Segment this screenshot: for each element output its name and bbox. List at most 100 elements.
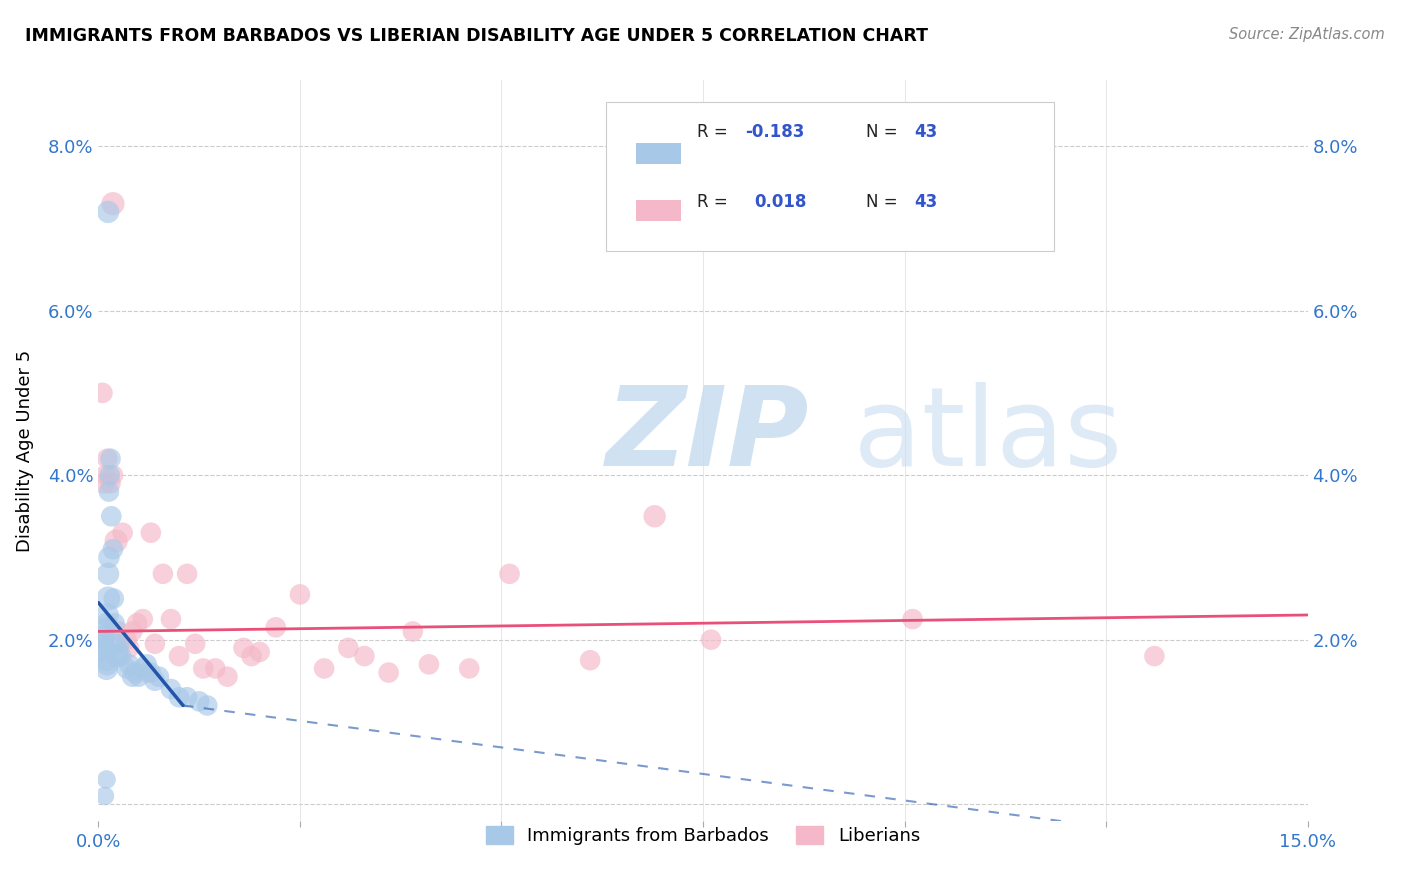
Point <box>249 645 271 659</box>
Point <box>94 640 117 655</box>
Point <box>94 789 117 803</box>
Point <box>100 476 122 491</box>
Text: N =: N = <box>866 194 903 211</box>
Text: 0.018: 0.018 <box>754 194 806 211</box>
Point <box>160 681 183 696</box>
Point <box>579 653 602 667</box>
Point <box>97 484 120 499</box>
Point <box>217 670 239 684</box>
Point <box>118 657 141 672</box>
Point <box>135 665 157 680</box>
Point <box>111 525 134 540</box>
Point <box>100 509 122 524</box>
Point <box>132 661 155 675</box>
Point <box>148 670 170 684</box>
Point <box>91 637 114 651</box>
Point <box>143 673 166 688</box>
Text: IMMIGRANTS FROM BARBADOS VS LIBERIAN DISABILITY AGE UNDER 5 CORRELATION CHART: IMMIGRANTS FROM BARBADOS VS LIBERIAN DIS… <box>25 27 928 45</box>
Point <box>124 665 146 680</box>
Point <box>498 566 520 581</box>
Point <box>402 624 425 639</box>
Point <box>96 607 118 622</box>
Point <box>700 632 723 647</box>
Point <box>121 670 143 684</box>
Point <box>93 476 115 491</box>
Point <box>94 628 117 642</box>
FancyBboxPatch shape <box>637 200 681 221</box>
FancyBboxPatch shape <box>606 103 1053 251</box>
Point <box>97 591 120 606</box>
Point <box>193 661 215 675</box>
Point <box>97 550 120 565</box>
Point <box>314 661 336 675</box>
Point <box>1143 649 1166 664</box>
Point <box>115 661 138 675</box>
Point <box>176 566 198 581</box>
Point <box>96 772 118 787</box>
Point <box>91 385 114 400</box>
Point <box>97 566 120 581</box>
Point <box>458 661 481 675</box>
Point <box>105 533 128 548</box>
Point <box>167 690 190 705</box>
Point <box>121 624 143 639</box>
Point <box>127 616 149 631</box>
Text: R =: R = <box>697 123 733 141</box>
Point <box>93 632 115 647</box>
Point <box>115 632 138 647</box>
Point <box>91 645 114 659</box>
Text: 43: 43 <box>915 194 938 211</box>
Point <box>96 616 118 631</box>
Point <box>377 665 399 680</box>
Point <box>100 451 122 466</box>
Point <box>139 665 162 680</box>
Point <box>132 612 155 626</box>
Point <box>288 587 311 601</box>
Point <box>101 468 124 483</box>
Point <box>901 612 924 626</box>
Point <box>96 451 118 466</box>
Point <box>104 637 127 651</box>
Point <box>108 637 131 651</box>
Point <box>103 591 125 606</box>
Point <box>110 649 132 664</box>
Point <box>195 698 218 713</box>
Point <box>97 205 120 219</box>
Point <box>232 640 254 655</box>
Point <box>103 616 125 631</box>
Point <box>107 645 129 659</box>
Point <box>96 657 118 672</box>
Text: R =: R = <box>697 194 733 211</box>
Point <box>105 649 128 664</box>
Point <box>418 657 440 672</box>
Point <box>167 649 190 664</box>
Point <box>176 690 198 705</box>
Point <box>160 612 183 626</box>
Point <box>184 637 207 651</box>
Point <box>353 649 375 664</box>
Text: -0.183: -0.183 <box>745 123 804 141</box>
Point <box>98 468 121 483</box>
Point <box>96 653 118 667</box>
Point <box>94 468 117 483</box>
Point <box>135 657 157 672</box>
Legend: Immigrants from Barbados, Liberians: Immigrants from Barbados, Liberians <box>478 819 928 853</box>
Point <box>139 525 162 540</box>
Point <box>188 694 211 708</box>
Text: 43: 43 <box>915 123 938 141</box>
Point <box>118 640 141 655</box>
Point <box>128 670 150 684</box>
Text: Source: ZipAtlas.com: Source: ZipAtlas.com <box>1229 27 1385 42</box>
Point <box>101 196 124 211</box>
Point <box>152 566 174 581</box>
Text: N =: N = <box>866 123 903 141</box>
Point <box>337 640 360 655</box>
Point <box>264 620 287 634</box>
Y-axis label: Disability Age Under 5: Disability Age Under 5 <box>15 350 34 551</box>
Point <box>240 649 263 664</box>
Text: atlas: atlas <box>606 382 1122 489</box>
FancyBboxPatch shape <box>637 144 681 164</box>
Point <box>94 620 117 634</box>
Point <box>96 661 118 675</box>
Point <box>107 624 129 639</box>
